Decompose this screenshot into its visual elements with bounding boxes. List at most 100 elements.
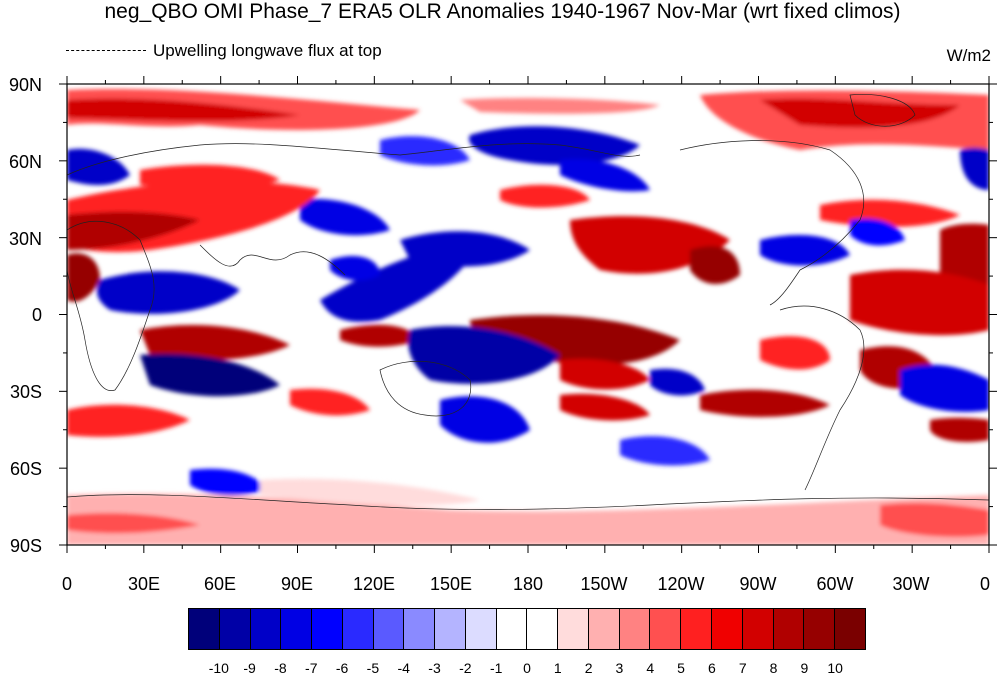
colorbar-swatch [804, 609, 836, 649]
anomaly-patch [440, 396, 530, 443]
colorbar-swatch [189, 609, 220, 649]
anomaly-patch [330, 255, 380, 281]
units-label: W/m2 [946, 46, 991, 65]
anomaly-patch [140, 325, 290, 361]
anomaly-patch [260, 478, 480, 506]
colorbar-label: 7 [738, 660, 747, 676]
y-tick-label: 0 [31, 305, 42, 325]
anomaly-patch [67, 513, 200, 534]
anomaly-patch [67, 148, 130, 185]
colorbar-swatch [558, 609, 589, 649]
colorbar-label: -8 [274, 660, 287, 676]
coastline-greenland [849, 94, 916, 127]
anomaly-patch [460, 97, 660, 114]
anomaly-patch [67, 493, 989, 545]
anomaly-patch [690, 246, 740, 285]
colorbar-label: 10 [827, 660, 843, 676]
anomaly-patch [560, 358, 650, 390]
colorbar-label: -7 [305, 660, 318, 676]
x-tick-label: 90E [280, 574, 314, 594]
colorbar-swatch [404, 609, 436, 649]
colorbar-label: 3 [615, 660, 624, 676]
colorbar-swatch [465, 609, 497, 649]
colorbar-swatch [650, 609, 682, 649]
y-tick-label: 30S [9, 382, 42, 402]
anomaly-patch [67, 98, 300, 122]
coastline-south-america [779, 305, 865, 491]
y-tick-label: 30N [8, 229, 42, 249]
colorbar-label: -1 [489, 660, 503, 676]
colorbar-swatch [681, 609, 713, 649]
colorbar [188, 608, 866, 650]
anomaly-patch [760, 336, 830, 370]
colorbar-swatch [712, 609, 743, 649]
y-tick-label: 90S [9, 536, 42, 556]
colorbar-label: -9 [243, 660, 256, 676]
x-tick-label: 30W [892, 574, 930, 594]
anomaly-patch [900, 364, 989, 412]
anomaly-patch [620, 436, 710, 466]
colorbar-swatch [588, 609, 620, 649]
x-tick-label: 90W [739, 574, 777, 594]
anomaly-patch [850, 218, 905, 246]
legend-label: Upwelling longwave flux at top [153, 41, 382, 60]
colorbar-swatch [312, 609, 343, 649]
colorbar-swatch [342, 609, 374, 649]
olr-anomaly-map [59, 76, 997, 553]
anomaly-patch [190, 468, 265, 496]
colorbar-label: -2 [459, 660, 472, 676]
anomaly-patch [340, 324, 420, 347]
colorbar-label: -3 [428, 660, 441, 676]
x-tick-label: 0 [61, 574, 72, 594]
colorbar-swatch [435, 609, 466, 649]
x-tick-label: 180 [512, 574, 544, 594]
anomaly-patch [290, 388, 370, 416]
x-tick-label: 0 [979, 574, 990, 594]
colorbar-label: 1 [553, 660, 562, 676]
anomaly-patch [140, 164, 280, 189]
colorbar-label: 5 [677, 660, 685, 676]
anomaly-patch [400, 231, 530, 267]
anomaly-field [67, 89, 989, 545]
colorbar-label: 2 [584, 660, 593, 676]
chart-title: neg_QBO OMI Phase_7 ERA5 OLR Anomalies 1… [104, 0, 901, 23]
colorbar-swatch [773, 609, 805, 649]
anomaly-patch [469, 126, 640, 165]
colorbar-swatch [373, 609, 405, 649]
x-tick-label: 120W [657, 574, 705, 594]
y-tick-label: 90N [8, 75, 42, 95]
anomaly-patch [560, 159, 650, 192]
anomaly-patch [67, 253, 100, 302]
anomaly-patch [760, 235, 850, 266]
anomaly-patch [408, 326, 560, 384]
coastline-africa [67, 220, 155, 391]
colorbar-swatch [496, 609, 528, 649]
colorbar-swatch [281, 609, 313, 649]
colorbar-label: 9 [800, 660, 809, 676]
anomaly-patch [930, 417, 989, 442]
colorbar-label: -4 [397, 660, 410, 676]
colorbar-label: 0 [523, 660, 531, 676]
anomaly-patch [300, 199, 390, 236]
coastline-antarctica [67, 494, 989, 510]
x-tick-label: 150W [580, 574, 628, 594]
coastline-north-america [679, 140, 864, 306]
anomaly-patch [140, 353, 280, 397]
anomaly-patch [67, 404, 190, 437]
colorbar-label: -10 [208, 660, 229, 676]
anomaly-patch [560, 393, 650, 421]
coastlines [67, 94, 989, 510]
x-tick-label: 60E [203, 574, 237, 594]
y-tick-label: 60S [9, 459, 42, 479]
x-tick-label: 30E [127, 574, 161, 594]
colorbar-label: -6 [335, 660, 349, 676]
anomaly-patch [500, 184, 590, 208]
anomaly-patch [850, 269, 989, 336]
colorbar-swatch [219, 609, 251, 649]
anomaly-patch [960, 147, 989, 190]
anomaly-patch [760, 98, 960, 128]
colorbar-swatch [250, 609, 282, 649]
anomaly-patch [880, 502, 989, 537]
anomaly-patch [700, 389, 830, 417]
x-tick-label: 120E [352, 574, 396, 594]
